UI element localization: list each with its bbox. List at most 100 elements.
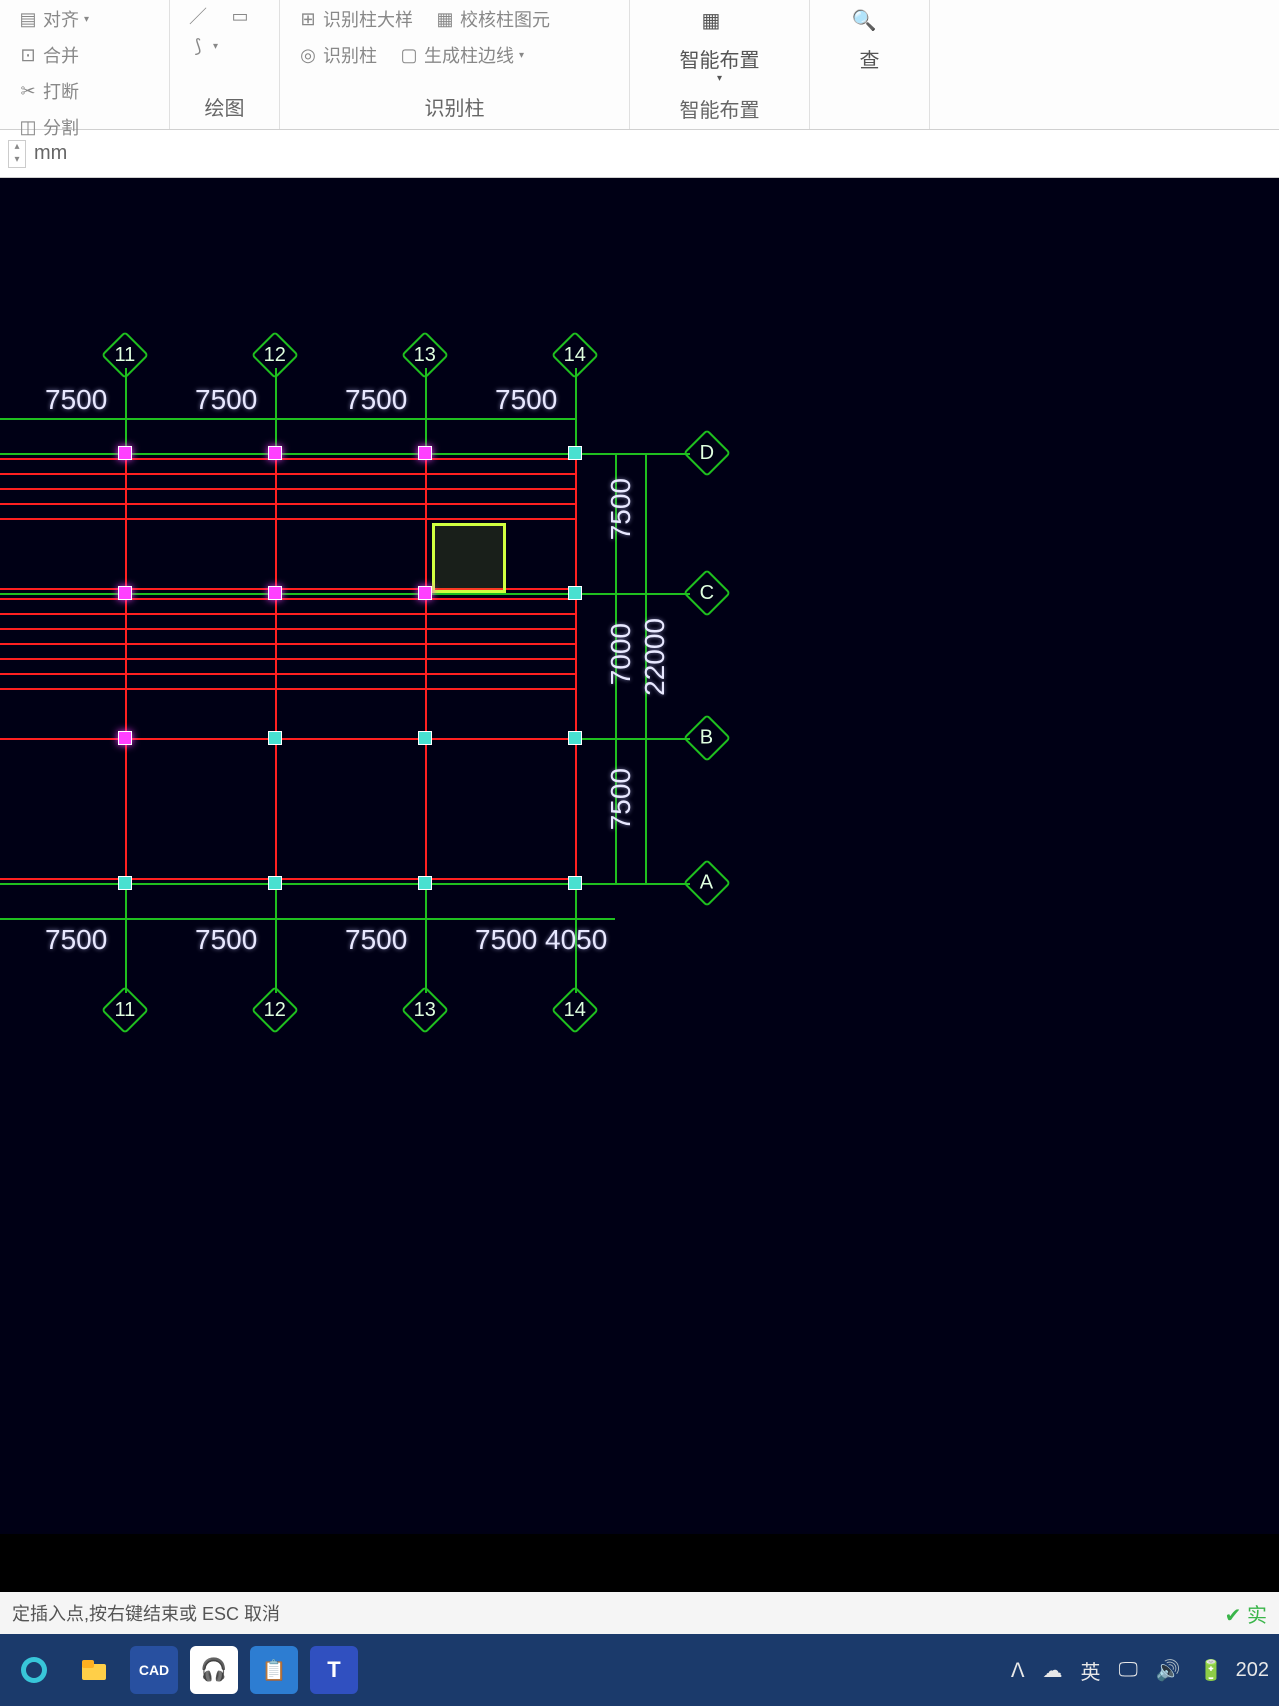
ribbon-group-right: 🔍 查 <box>810 0 930 129</box>
folder-icon <box>78 1654 110 1686</box>
tray-display-icon[interactable]: 🖵 <box>1119 1659 1138 1682</box>
dimension-label: 7500 <box>605 768 637 830</box>
check-label: 查 <box>860 44 880 73</box>
grid-bubble[interactable]: A <box>683 859 731 907</box>
grid-node[interactable] <box>568 876 582 890</box>
grid-line-horizontal <box>0 453 690 455</box>
grid-bubble-label: 12 <box>264 344 286 367</box>
structure-line <box>0 688 575 690</box>
structure-line <box>0 518 575 520</box>
smart-layout-button[interactable]: ▦ 智能布置 ▾ <box>670 4 770 88</box>
rect-icon: ▭ <box>230 6 250 26</box>
grid-node[interactable] <box>568 446 582 460</box>
grid-node[interactable] <box>118 446 132 460</box>
structure-line <box>0 628 575 630</box>
taskbar-edge[interactable] <box>10 1646 58 1694</box>
tray-chevron-icon[interactable]: ᐱ <box>1011 1658 1025 1683</box>
ribbon-group-draw: ／ ▭ ⟆▾ 绘图 <box>170 0 280 129</box>
cad-icon: CAD <box>139 1662 169 1678</box>
grid-bubble[interactable]: 12 <box>251 986 299 1034</box>
dropdown-icon: ▾ <box>717 73 722 84</box>
drawing-canvas[interactable]: 111213141011121314DCBA750075007500750075… <box>0 178 1279 1534</box>
structure-line <box>0 473 575 475</box>
grid-bubble[interactable]: C <box>683 569 731 617</box>
taskbar-clock[interactable]: 202 <box>1236 1659 1269 1682</box>
grid-line-horizontal <box>0 883 690 885</box>
align-button[interactable]: ▤对齐▾ <box>14 4 93 34</box>
rect-button[interactable]: ▭ <box>226 4 254 28</box>
spin-down-icon[interactable]: ▾ <box>9 154 25 167</box>
grid-node[interactable] <box>568 731 582 745</box>
split-button[interactable]: ◫分割 <box>14 112 83 142</box>
grid-bubble[interactable]: 11 <box>101 331 149 379</box>
merge-button[interactable]: ⊡合并 <box>14 40 83 70</box>
identify-col-button[interactable]: ◎识别柱 <box>294 40 381 70</box>
grid-node[interactable] <box>418 446 432 460</box>
grid-bubble[interactable]: 13 <box>401 331 449 379</box>
edge-icon <box>18 1654 50 1686</box>
grid-bubble[interactable]: 11 <box>101 986 149 1034</box>
structure-line <box>425 453 427 883</box>
grid-bubble-label: 11 <box>115 998 136 1021</box>
dimension-label-total: 22000 <box>639 618 671 696</box>
grid-node[interactable] <box>418 876 432 890</box>
arc-button[interactable]: ⟆▾ <box>184 34 222 58</box>
tray-battery-icon[interactable]: 🔋 <box>1199 1658 1224 1683</box>
group-draw-label: 绘图 <box>184 86 265 129</box>
grid-bubble-label: B <box>700 727 713 750</box>
dim-line <box>0 918 615 920</box>
check-unit-label: 校核柱图元 <box>460 6 550 32</box>
spin-up-icon[interactable]: ▴ <box>9 141 25 154</box>
taskbar-support[interactable]: 🎧 <box>190 1646 238 1694</box>
smart-icon: ▦ <box>702 8 738 44</box>
tray-cloud-icon[interactable]: ☁ <box>1043 1658 1063 1683</box>
grid-node[interactable] <box>268 446 282 460</box>
gen-edge-button[interactable]: ▢生成柱边线▾ <box>395 40 528 70</box>
dimension-label: 7500 <box>345 924 407 956</box>
grid-bubble[interactable]: B <box>683 714 731 762</box>
grid-bubble[interactable]: 14 <box>551 331 599 379</box>
structure-line <box>0 613 575 615</box>
dim-line <box>0 418 575 420</box>
status-ok: ✔ 实 <box>1225 1599 1267 1628</box>
support-icon: 🎧 <box>200 1657 227 1683</box>
grid-node[interactable] <box>418 731 432 745</box>
grid-bubble-label: 12 <box>264 999 286 1022</box>
dimension-label: 7500 <box>195 924 257 956</box>
grid-node[interactable] <box>268 731 282 745</box>
taskbar-notes[interactable]: 📋 <box>250 1646 298 1694</box>
structure-line <box>125 453 127 883</box>
taskbar-cad[interactable]: CAD <box>130 1646 178 1694</box>
structure-line <box>575 453 577 883</box>
selection-box[interactable] <box>432 523 506 593</box>
structure-line <box>0 878 575 880</box>
grid-node[interactable] <box>568 586 582 600</box>
taskbar-explorer[interactable] <box>70 1646 118 1694</box>
system-tray[interactable]: ᐱ ☁ 英 🖵 🔊 🔋 <box>1011 1656 1224 1685</box>
split-label: 分割 <box>43 114 79 140</box>
grid-bubble[interactable]: D <box>683 429 731 477</box>
grid-node[interactable] <box>118 731 132 745</box>
structure-line <box>275 453 277 883</box>
dimension-label: 7500 <box>345 384 407 416</box>
check-button[interactable]: 🔍 查 <box>824 4 915 77</box>
grid-bubble[interactable]: 13 <box>401 986 449 1034</box>
grid-node[interactable] <box>118 586 132 600</box>
unit-spinner[interactable]: ▴▾ <box>8 140 26 168</box>
grid-node[interactable] <box>268 876 282 890</box>
dimension-label: 4050 <box>545 924 607 956</box>
group-identify-label: 识别柱 <box>294 86 615 129</box>
grid-bubble[interactable]: 12 <box>251 331 299 379</box>
grid-node[interactable] <box>418 586 432 600</box>
identify-detail-button[interactable]: ⊞识别柱大样 <box>294 4 417 34</box>
grid-node[interactable] <box>118 876 132 890</box>
line-button[interactable]: ／ <box>184 4 212 28</box>
grid-bubble[interactable]: 14 <box>551 986 599 1034</box>
tray-volume-icon[interactable]: 🔊 <box>1156 1658 1181 1683</box>
check-unit-button[interactable]: ▦校核柱图元 <box>431 4 554 34</box>
merge-icon: ⊡ <box>18 45 38 65</box>
break-button[interactable]: ✂打断 <box>14 76 83 106</box>
tray-ime[interactable]: 英 <box>1081 1656 1101 1685</box>
taskbar-t-app[interactable]: T <box>310 1646 358 1694</box>
grid-node[interactable] <box>268 586 282 600</box>
